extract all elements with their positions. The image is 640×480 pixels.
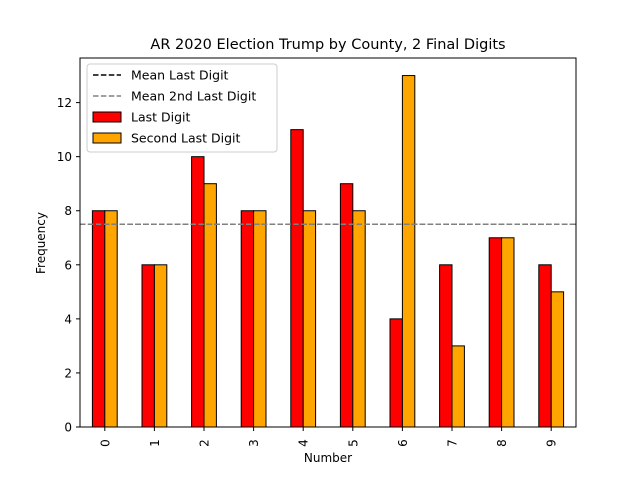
x-tick-label: 3 (247, 439, 261, 447)
legend-swatch-series-0 (92, 111, 122, 123)
legend: Mean Last Digit Mean 2nd Last Digit Last D… (86, 63, 278, 153)
bar-last-digit-0 (91, 210, 106, 428)
legend-label-series-0: Last Digit (131, 110, 191, 125)
y-tick-label: 2 (64, 366, 72, 380)
bar-second-last-digit-0 (104, 210, 118, 428)
bar-second-last-digit-7 (451, 345, 465, 428)
bar-last-digit-4 (290, 129, 304, 428)
y-tick-label: 8 (64, 204, 72, 218)
y-axis-label: Frequency (34, 212, 48, 274)
bar-last-digit-6 (389, 318, 403, 428)
x-tick-label: 1 (148, 439, 162, 447)
y-tick-label: 10 (57, 150, 72, 164)
x-tick-label: 7 (446, 439, 460, 447)
bar-second-last-digit-6 (401, 75, 416, 428)
chart-title: AR 2020 Election Trump by County, 2 Fina… (150, 37, 505, 53)
legend-label-mean-1: Mean 2nd Last Digit (131, 89, 256, 104)
bar-second-last-digit-8 (501, 237, 515, 428)
y-axis: 0 2 4 6 8 10 12 (57, 96, 80, 435)
bar-last-digit-9 (538, 264, 552, 428)
y-tick-label: 0 (64, 421, 72, 435)
x-tick-label: 9 (545, 439, 559, 447)
y-tick-label: 6 (64, 258, 72, 272)
bar-second-last-digit-2 (203, 183, 217, 428)
bar-second-last-digit-1 (153, 264, 168, 428)
x-tick-label: 0 (98, 439, 112, 447)
x-axis-label: Number (304, 451, 352, 465)
legend-swatch-series-1 (92, 132, 122, 144)
x-tick-label: 5 (346, 439, 360, 447)
x-tick-label: 2 (198, 439, 212, 447)
plot-area (79, 57, 577, 428)
bar-last-digit-5 (339, 183, 354, 428)
bar-last-digit-7 (439, 264, 453, 428)
bar-last-digit-3 (240, 210, 255, 428)
x-tick-label: 4 (297, 439, 311, 447)
legend-box (86, 63, 278, 153)
bar-second-last-digit-4 (302, 210, 317, 428)
x-tick-label: 8 (495, 439, 509, 447)
x-tick-label: 6 (396, 439, 410, 447)
bar-second-last-digit-5 (352, 210, 366, 428)
legend-label-series-1: Second Last Digit (131, 131, 240, 146)
bar-second-last-digit-9 (550, 291, 565, 428)
y-tick-label: 4 (64, 312, 72, 326)
bar-last-digit-2 (191, 156, 205, 428)
y-tick-label: 12 (57, 96, 72, 110)
bar-last-digit-8 (488, 237, 503, 428)
legend-label-mean-0: Mean Last Digit (131, 68, 229, 83)
bar-second-last-digit-3 (253, 210, 267, 428)
plot-frame (79, 57, 577, 428)
bar-last-digit-1 (141, 264, 155, 428)
x-axis: 0 1 2 3 4 5 6 7 8 9 (98, 427, 559, 447)
